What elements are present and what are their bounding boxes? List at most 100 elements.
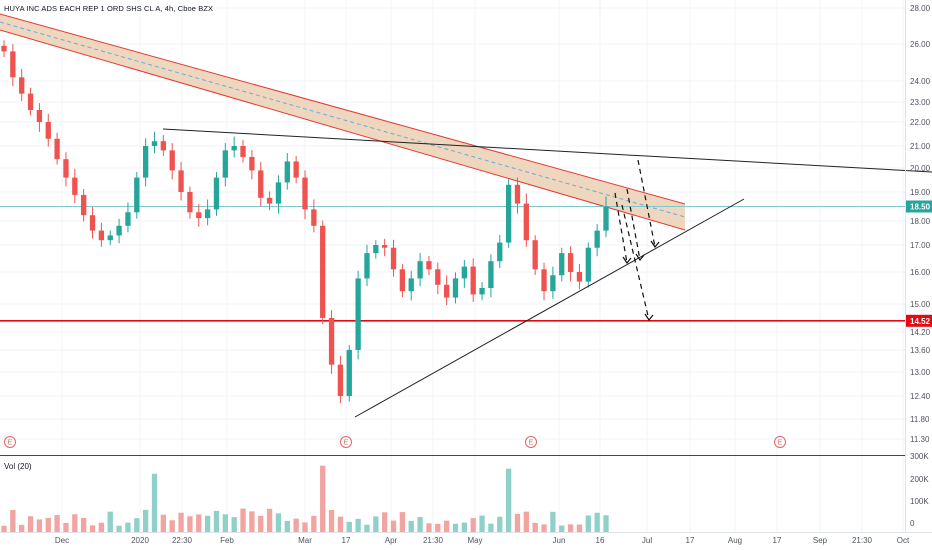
candle-body (107, 235, 113, 241)
candle-body (328, 318, 335, 365)
trendlines (162, 128, 932, 418)
arrow-head (635, 253, 645, 262)
candle-body (390, 247, 397, 270)
volume-bar (213, 510, 220, 532)
candle-body (364, 253, 370, 279)
candle-body (479, 288, 485, 295)
volume-bars (1, 465, 609, 532)
volume-bar (567, 524, 574, 532)
volume-bar (346, 521, 352, 532)
x-tick-label: 17 (773, 536, 782, 545)
y-tick-label: 24.00 (910, 77, 931, 86)
volume-bar (107, 511, 113, 532)
volume-bar (497, 516, 503, 532)
volume-bar (364, 524, 370, 532)
candle-body (567, 253, 574, 272)
volume-bar (505, 468, 512, 532)
volume-bar (196, 514, 202, 532)
candle-body (355, 278, 361, 350)
candle-body (27, 93, 34, 110)
candle-body (550, 275, 556, 292)
earnings-marker-label: E (778, 440, 783, 447)
volume-bar (541, 524, 547, 532)
volume-bar (142, 509, 149, 532)
candle-body (470, 266, 476, 295)
volume-bar (594, 512, 600, 532)
volume-tick-label: 0 (910, 519, 915, 528)
volume-bar (178, 512, 184, 532)
candle-body (337, 364, 344, 396)
volume-bar (452, 523, 459, 532)
volume-bar (488, 523, 494, 532)
candle-body (204, 209, 211, 219)
candle-body (142, 146, 149, 178)
candle-body (116, 225, 122, 236)
projection-arrow (614, 192, 628, 264)
candle-body (98, 230, 105, 241)
volume-bar (479, 515, 485, 532)
candle-body (213, 177, 220, 210)
volume-bar (19, 524, 25, 532)
volume-bar (443, 520, 450, 532)
candle-body (258, 170, 264, 198)
volume-bar (382, 512, 388, 532)
x-tick-label: Mar (298, 536, 312, 545)
grid (0, 0, 905, 532)
price-badge-label: 14.52 (910, 317, 931, 326)
candle-body (196, 212, 202, 219)
earnings-marker[interactable]: E (774, 436, 786, 448)
channel-upper-line (0, 13, 686, 205)
volume-bar (125, 522, 131, 532)
support-trendline (354, 198, 745, 418)
x-tick-label: 16 (596, 536, 605, 545)
x-tick-label: May (467, 536, 482, 545)
candle-body (45, 122, 51, 139)
volume-bar (337, 516, 344, 532)
arrow-head (622, 256, 632, 265)
x-tick-label: Aug (728, 536, 742, 545)
x-tick-label: 21:30 (423, 536, 444, 545)
earnings-marker[interactable]: E (340, 436, 352, 448)
price-badge-label: 18.50 (910, 203, 931, 212)
candle-body (452, 278, 459, 298)
volume-bar (408, 520, 414, 532)
earnings-marker[interactable]: E (4, 436, 16, 448)
volume-bar (54, 515, 60, 532)
candle-body (594, 230, 600, 248)
volume-bar (116, 525, 122, 532)
volume-tick-label: 200K (910, 475, 929, 484)
candle-body (134, 177, 140, 213)
resistance-trendline (162, 128, 932, 173)
channel-band (0, 14, 685, 230)
x-tick-label: 22:30 (172, 536, 193, 545)
volume-bar (72, 514, 78, 532)
candle-body (81, 194, 87, 216)
candle-body (435, 269, 441, 285)
volume-bar (160, 514, 167, 532)
earnings-marker[interactable]: E (525, 436, 537, 448)
volume-bar (1, 525, 7, 532)
volume-bar (311, 515, 317, 532)
candle-body (541, 269, 547, 292)
x-tick-label: 2020 (131, 536, 149, 545)
y-tick-label: 12.40 (910, 392, 931, 401)
volume-bar (417, 516, 423, 532)
volume-bar (293, 518, 299, 532)
candle-body (532, 240, 538, 270)
candle-body (54, 138, 60, 160)
candle-body (603, 206, 609, 231)
candle-body (72, 177, 78, 195)
volume-bar (98, 522, 105, 532)
y-tick-label: 23.00 (910, 98, 931, 107)
volume-bar (399, 512, 406, 532)
volume-bar (231, 517, 237, 532)
horizontal-lines (0, 206, 905, 322)
volume-bar (45, 518, 51, 532)
volume-bar (240, 508, 246, 532)
channel-lower-line (0, 29, 686, 231)
candle-body (240, 146, 246, 157)
volume-bar (523, 511, 529, 532)
